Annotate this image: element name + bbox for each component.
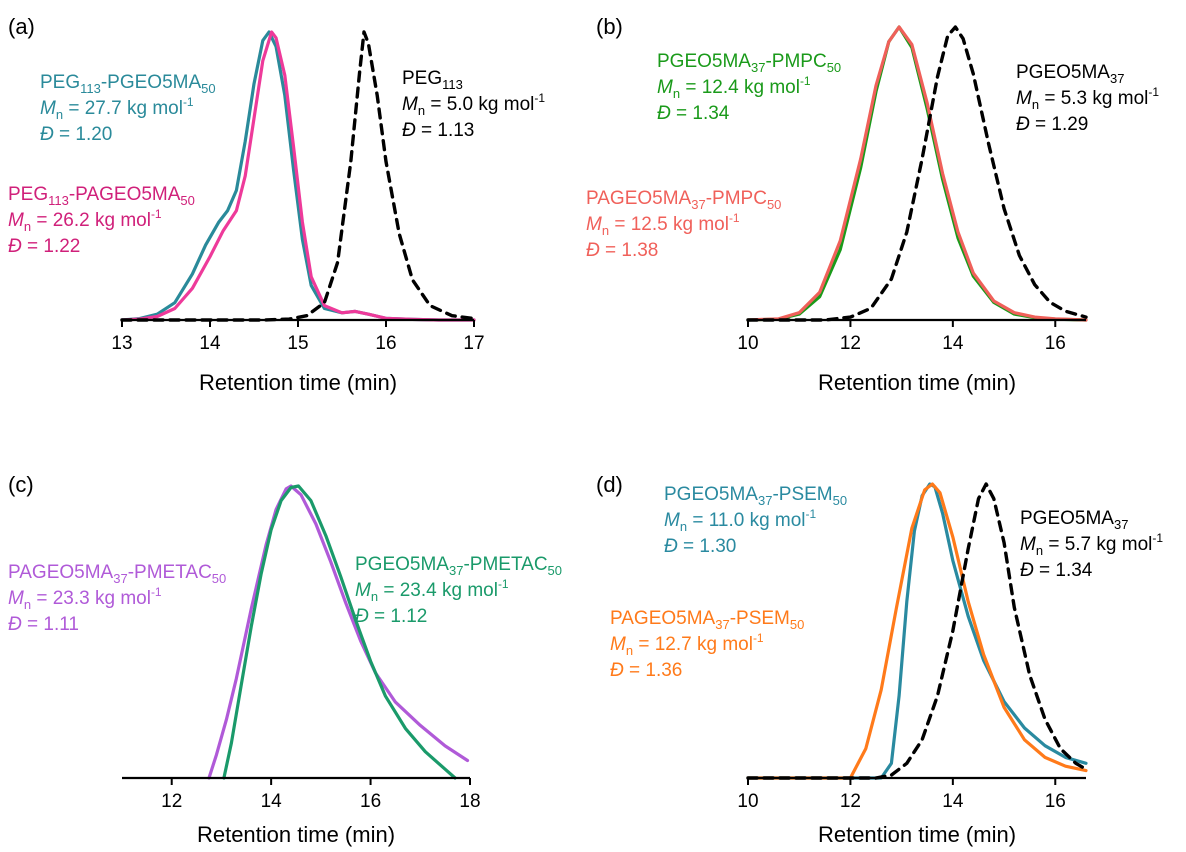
panel-label: (d) [596, 472, 623, 497]
molar-mass-label: Mn = 5.7 kg mol-1 [1020, 531, 1163, 558]
dispersity-label: Đ = 1.22 [8, 236, 80, 257]
dispersity-label: Đ = 1.20 [40, 124, 112, 145]
panel-label: (a) [8, 14, 35, 39]
dispersity-label: Đ = 1.38 [586, 240, 658, 261]
x-tick-label: 18 [459, 791, 480, 812]
dispersity-label: Đ = 1.11 [8, 614, 79, 635]
sample-name-label: PAGEO5MA37-PMPC50 [586, 188, 781, 212]
x-tick-label: 13 [111, 333, 132, 354]
sample-name-label: PEG113 [402, 68, 463, 92]
molar-mass-label: Mn = 5.3 kg mol-1 [1016, 85, 1159, 112]
dispersity-label: Đ = 1.13 [402, 120, 474, 141]
dispersity-label: Đ = 1.12 [355, 606, 427, 627]
dispersity-label: Đ = 1.30 [664, 536, 736, 557]
panel-a: (a) 13 14 15 16 17 Retention time (min) PEG113-… [8, 14, 545, 395]
x-axis-title: Retention time (min) [818, 370, 1016, 395]
x-axis-title: Retention time (min) [818, 822, 1016, 847]
x-tick-label: 16 [360, 791, 381, 812]
series-peg113-line [120, 30, 476, 322]
x-tick-label: 14 [942, 791, 964, 812]
x-tick-label: 10 [737, 333, 758, 354]
sample-name-label: PGEO5MA37-PSEM50 [664, 484, 847, 508]
series-pageo5ma37-psem50-line [746, 482, 1088, 780]
dispersity-label: Đ = 1.29 [1016, 114, 1088, 135]
sample-name-label: PEG113-PAGEO5MA50 [8, 184, 195, 208]
series-pgeo5ma37-line [746, 25, 1088, 322]
sample-name-label: PGEO5MA37-PMPC50 [657, 51, 841, 75]
molar-mass-label: Mn = 12.5 kg mol-1 [586, 211, 740, 238]
molar-mass-label: Mn = 27.7 kg mol-1 [40, 95, 194, 122]
molar-mass-label: Mn = 11.0 kg mol-1 [664, 507, 817, 534]
x-tick-label: 14 [261, 791, 283, 812]
molar-mass-label: Mn = 26.2 kg mol-1 [8, 207, 162, 234]
panel-c: (c) 12 14 16 18 Retention time (min) PAGEO5MA3… [8, 472, 562, 847]
x-tick-label: 12 [161, 791, 182, 812]
x-tick-label: 14 [942, 333, 964, 354]
x-tick-label: 14 [199, 333, 221, 354]
panel-label: (c) [8, 472, 34, 497]
series-pgeo5ma37-line [746, 482, 1088, 780]
molar-mass-label: Mn = 23.3 kg mol-1 [8, 585, 162, 612]
dispersity-label: Đ = 1.34 [1020, 560, 1093, 581]
dispersity-label: Đ = 1.36 [610, 660, 682, 681]
sample-name-label: PAGEO5MA37-PMETAC50 [8, 562, 226, 586]
sample-name-label: PGEO5MA37-PMETAC50 [355, 554, 562, 578]
panel-label: (b) [596, 14, 623, 39]
molar-mass-label: Mn = 5.0 kg mol-1 [402, 91, 545, 118]
sample-name-label: PEG113-PGEO5MA50 [40, 72, 216, 96]
series-pgeo5ma37-psem50-line [746, 482, 1088, 780]
x-tick-label: 10 [737, 791, 758, 812]
x-tick-label: 15 [287, 333, 308, 354]
dispersity-label: Đ = 1.34 [657, 103, 730, 124]
series-pageo5ma37-pmetac50-line [207, 484, 470, 780]
series-pgeo5ma37-pmetac50-line [222, 484, 457, 780]
sample-name-label: PAGEO5MA37-PSEM50 [610, 608, 804, 632]
x-tick-label: 16 [375, 333, 396, 354]
molar-mass-label: Mn = 12.4 kg mol-1 [657, 74, 811, 101]
sample-name-label: PGEO5MA37 [1016, 62, 1124, 86]
series-peg113-pageo5ma50-line [120, 30, 476, 322]
series-pageo5ma37-pmpc50-line [746, 25, 1088, 322]
x-tick-label: 16 [1045, 333, 1066, 354]
sample-name-label: PGEO5MA37 [1020, 508, 1128, 532]
panel-d: (d) 10 12 14 16 Retention time (min) PGEO5MA37… [596, 472, 1163, 847]
molar-mass-label: Mn = 12.7 kg mol-1 [610, 631, 764, 658]
x-tick-label: 12 [840, 791, 861, 812]
x-axis-title: Retention time (min) [199, 370, 397, 395]
x-tick-label: 12 [840, 333, 861, 354]
molar-mass-label: Mn = 23.4 kg mol-1 [355, 577, 509, 604]
panel-b: (b) 10 12 14 16 Retention time (min) PGEO5MA37… [586, 14, 1159, 395]
x-tick-label: 16 [1045, 791, 1066, 812]
x-axis-title: Retention time (min) [197, 822, 395, 847]
x-tick-label: 17 [463, 333, 484, 354]
